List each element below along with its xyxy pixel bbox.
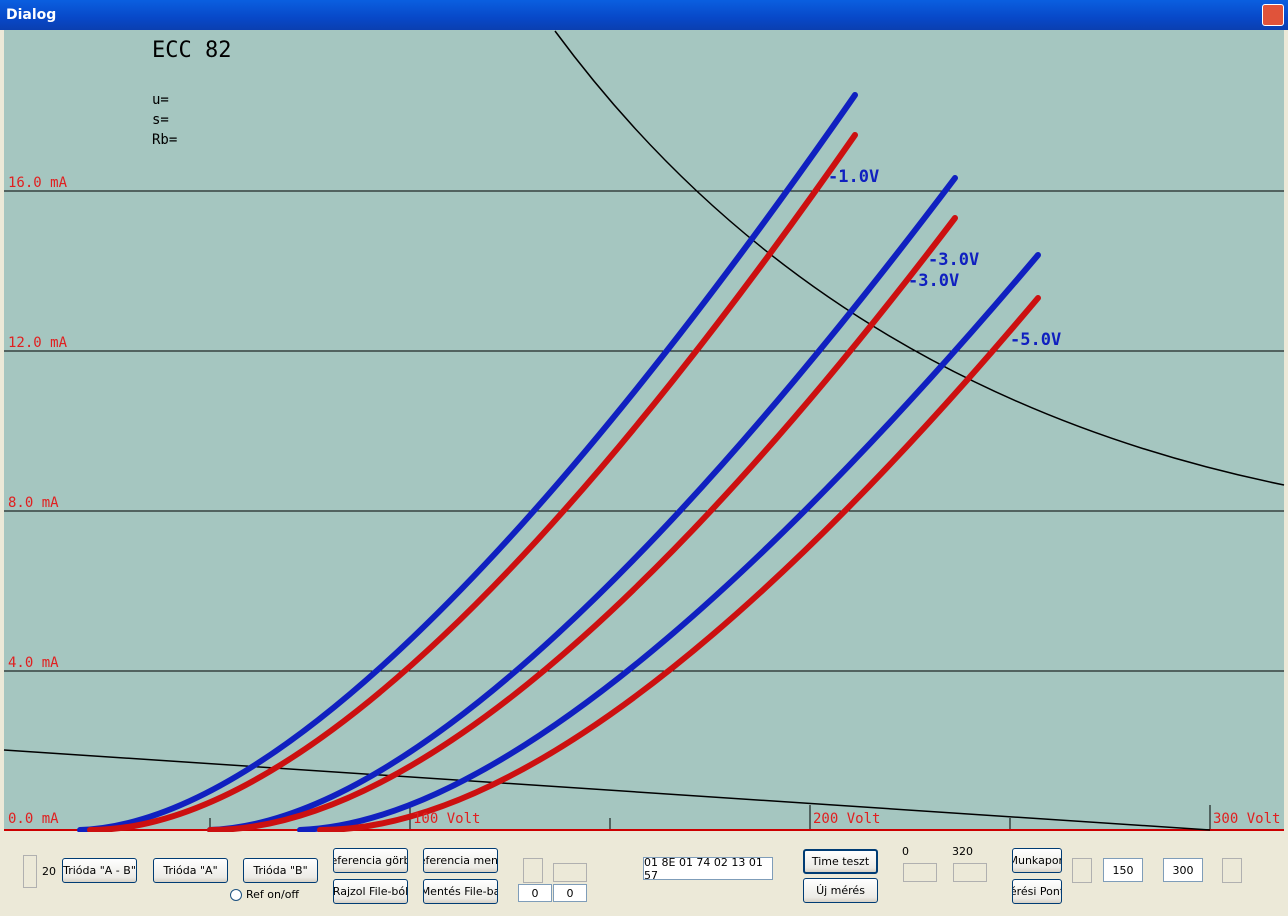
- spin-value: 20: [42, 865, 56, 878]
- close-button[interactable]: [1262, 4, 1284, 26]
- param: s=: [152, 112, 169, 128]
- h-arrows[interactable]: [903, 863, 937, 882]
- button[interactable]: Trióda "B": [243, 858, 318, 883]
- range-min: 0: [902, 845, 909, 858]
- edit[interactable]: 150: [1103, 858, 1143, 882]
- plot-bg: [4, 30, 1284, 831]
- curves: [77, 92, 1041, 832]
- range-max: 320: [952, 845, 973, 858]
- button[interactable]: eferencia ment: [423, 848, 498, 873]
- button[interactable]: Mentés File-ba: [423, 879, 498, 904]
- spinner[interactable]: [23, 855, 37, 888]
- button[interactable]: Munkapon: [1012, 848, 1062, 873]
- y-label: 8.0 mA: [8, 495, 59, 511]
- button[interactable]: Trióda "A": [153, 858, 228, 883]
- window-title: Dialog: [6, 7, 57, 23]
- h-arrows[interactable]: [953, 863, 987, 882]
- x-label: 300 Volt: [1213, 811, 1280, 827]
- curve-label: -3.0V: [928, 250, 979, 270]
- button[interactable]: érési Pont: [1012, 879, 1062, 904]
- curve-label: -5.0V: [1010, 330, 1061, 350]
- y-label: 4.0 mA: [8, 655, 59, 671]
- plot: 16.0 mA 12.0 mA 8.0 mA 4.0 mA 0.0 mA 100…: [3, 30, 1285, 832]
- x-label: 200 Volt: [813, 811, 880, 827]
- y-label: 0.0 mA: [8, 811, 59, 827]
- radio[interactable]: [230, 889, 242, 901]
- curve-label: -3.0V: [908, 271, 959, 291]
- x-label: 100 Volt: [413, 811, 480, 827]
- button[interactable]: Trióda "A - B": [62, 858, 137, 883]
- param: u=: [152, 92, 169, 108]
- grid: [4, 190, 1284, 831]
- param: Rb=: [152, 132, 177, 148]
- y-label: 12.0 mA: [8, 335, 68, 351]
- edit[interactable]: 300: [1163, 858, 1203, 882]
- curve-label: -1.0V: [828, 167, 879, 187]
- hex-edit[interactable]: 01 8E 01 74 02 13 01 57: [643, 856, 773, 882]
- spinner[interactable]: [523, 858, 543, 883]
- button[interactable]: Time teszt: [803, 849, 878, 874]
- edit[interactable]: 0: [553, 884, 587, 902]
- button[interactable]: eferencia görb: [333, 848, 408, 873]
- edit[interactable]: 0: [518, 884, 552, 902]
- y-label: 16.0 mA: [8, 175, 68, 191]
- spinner[interactable]: [1072, 858, 1092, 883]
- tube-name: ECC 82: [152, 38, 231, 63]
- spinner[interactable]: [1222, 858, 1242, 883]
- button[interactable]: Rajzol File-ból: [333, 879, 408, 904]
- radio-label: Ref on/off: [246, 888, 300, 901]
- title-bar: Dialog: [0, 0, 1288, 30]
- button[interactable]: Új mérés: [803, 878, 878, 903]
- h-arrows[interactable]: [553, 863, 587, 882]
